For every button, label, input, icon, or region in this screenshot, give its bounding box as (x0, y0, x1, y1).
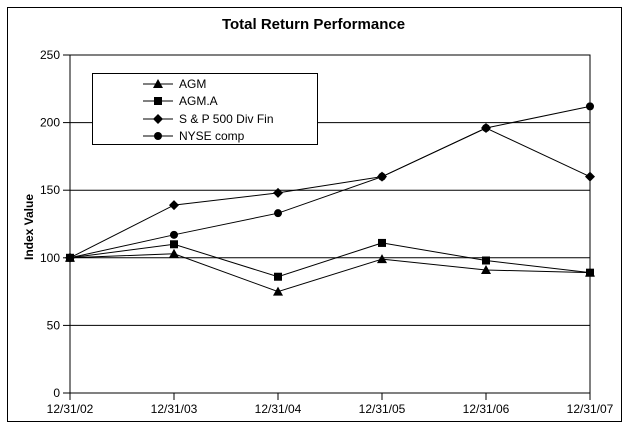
legend-label: AGM.A (179, 94, 218, 109)
data-point-square (482, 256, 490, 265)
y-tick-label: 250 (40, 48, 60, 62)
data-point-circle (66, 253, 74, 262)
legend-label: S & P 500 Div Fin (179, 111, 274, 126)
legend-marker-square-icon (143, 97, 173, 106)
series-line (69, 127, 591, 259)
legend-marker-triangle-icon (143, 78, 173, 88)
x-tick-label: 12/31/03 (151, 402, 198, 416)
x-tick-label: 12/31/06 (463, 402, 510, 416)
x-tick-label: 12/31/02 (47, 402, 94, 416)
data-point-diamond (273, 187, 283, 198)
legend-item: AGM (93, 75, 317, 93)
legend-item: NYSE comp (93, 128, 317, 146)
data-point-triangle (273, 286, 283, 296)
data-point-diamond (585, 171, 595, 182)
x-tick-label: 12/31/07 (567, 402, 614, 416)
data-point-circle (274, 209, 282, 218)
data-point-circle (170, 230, 178, 239)
data-point-circle (586, 102, 594, 111)
series-line (69, 242, 591, 278)
legend-item: AGM.A (93, 93, 317, 111)
data-point-square (586, 268, 594, 277)
x-tick-label: 12/31/05 (359, 402, 406, 416)
x-tick-label: 12/31/04 (255, 402, 302, 416)
y-tick-label: 50 (47, 318, 61, 332)
data-point-square (378, 238, 386, 247)
y-tick-label: 0 (53, 386, 60, 400)
data-point-triangle (377, 254, 387, 264)
legend: AGM AGM.A S & P 500 Div Fin NYSE comp (92, 73, 318, 145)
data-point-circle (482, 124, 490, 133)
data-point-square (170, 240, 178, 249)
data-point-triangle (481, 264, 491, 274)
chart-title: Total Return Performance (221, 16, 406, 33)
data-point-diamond (169, 200, 179, 211)
data-point-circle (378, 172, 386, 181)
series-line (69, 105, 591, 259)
y-tick-label: 150 (40, 183, 60, 197)
legend-label: AGM (179, 76, 207, 91)
data-point-triangle (169, 248, 179, 258)
plot-area-border (69, 54, 591, 394)
series-line (69, 253, 591, 293)
y-axis-label: Index Value (22, 193, 36, 261)
data-point-square (274, 272, 282, 281)
y-tick-label: 200 (40, 116, 60, 130)
legend-item: S & P 500 Div Fin (93, 110, 317, 128)
legend-label: NYSE comp (179, 129, 245, 144)
y-tick-label: 100 (40, 251, 60, 265)
legend-marker-diamond-icon (143, 113, 173, 124)
legend-marker-circle-icon (143, 132, 173, 141)
